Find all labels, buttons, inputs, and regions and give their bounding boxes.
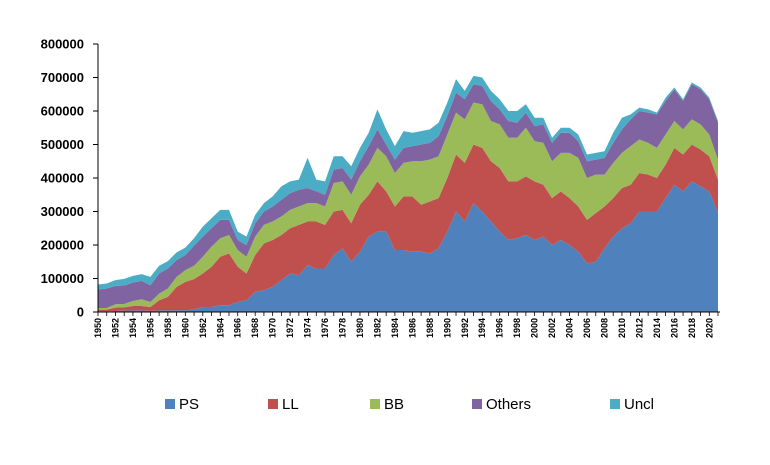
axes-group — [97, 44, 720, 316]
x-tick-label: 1978 — [338, 318, 348, 338]
x-tick-label: 2004 — [565, 318, 575, 338]
y-tick-label: 600000 — [41, 104, 84, 119]
x-tick-labels: 1950 1952 1954 1956 1958 1960 1962 1964 1966 1968… — [93, 318, 714, 338]
legend-item-ll: LL — [268, 396, 299, 413]
legend-item-others: Others — [472, 396, 531, 413]
x-tick-label: 1970 — [268, 318, 278, 338]
x-tick-label: 2008 — [599, 318, 609, 338]
y-tick-labels: 0 100000 200000 300000 400000 500000 600000 700… — [41, 37, 98, 320]
area-bb — [98, 102, 718, 310]
x-tick-label: 2018 — [687, 318, 697, 338]
legend-item-bb: BB — [370, 396, 404, 413]
x-tick-label: 1956 — [145, 318, 155, 338]
legend: PS LL BB Others Uncl — [165, 396, 654, 413]
legend-swatch — [268, 399, 278, 409]
y-tick-label: 300000 — [41, 204, 84, 219]
x-tick-label: 2020 — [704, 318, 714, 338]
legend-label: LL — [282, 396, 299, 413]
legend-swatch — [370, 399, 380, 409]
x-tick-label: 1986 — [407, 318, 417, 338]
legend-swatch — [165, 399, 175, 409]
area-ll — [98, 144, 718, 312]
x-tick-label: 1988 — [425, 318, 435, 338]
legend-label: PS — [179, 396, 199, 413]
x-tick-label: 1950 — [93, 318, 103, 338]
y-tick-label: 700000 — [41, 70, 84, 85]
y-tick-label: 500000 — [41, 137, 84, 152]
x-tick-label: 2016 — [669, 318, 679, 338]
x-tick-label: 2000 — [530, 318, 540, 338]
x-tick-label: 2010 — [617, 318, 627, 338]
x-tick-label: 1962 — [198, 318, 208, 338]
x-tick-label: 1958 — [163, 318, 173, 338]
area-ps — [98, 181, 718, 312]
y-tick-label: 400000 — [41, 171, 84, 186]
x-tick-label: 2014 — [652, 318, 662, 338]
legend-label: BB — [384, 396, 404, 413]
x-tick-label: 2006 — [582, 318, 592, 338]
area-others — [98, 84, 718, 308]
legend-swatch — [472, 399, 482, 409]
y-tick-label: 100000 — [41, 271, 84, 286]
y-tick-label: 0 — [77, 305, 84, 320]
x-tick-label: 1996 — [495, 318, 505, 338]
x-tick-label: 2002 — [547, 318, 557, 338]
legend-item-uncl: Uncl — [610, 396, 654, 413]
x-tick-label: 1954 — [128, 318, 138, 338]
x-tick-label: 1976 — [320, 318, 330, 338]
legend-label: Uncl — [624, 396, 654, 413]
x-tick-label: 1964 — [215, 318, 225, 338]
x-tick-label: 1992 — [460, 318, 470, 338]
y-tick-label: 200000 — [41, 238, 84, 253]
x-tick-label: 1980 — [355, 318, 365, 338]
area-uncl — [98, 75, 718, 290]
legend-label: Others — [486, 396, 531, 413]
x-tick-label: 1968 — [250, 318, 260, 338]
x-tick-label: 1984 — [390, 318, 400, 338]
x-tick-label: 1982 — [372, 318, 382, 338]
legend-swatch — [610, 399, 620, 409]
x-tick-label: 1966 — [233, 318, 243, 338]
area-series-group — [98, 75, 718, 312]
y-tick-label: 800000 — [41, 37, 84, 52]
x-tick-label: 1974 — [303, 318, 313, 338]
x-tick-label: 1972 — [285, 318, 295, 338]
x-tick-label: 1994 — [477, 318, 487, 338]
x-tick-label: 1998 — [512, 318, 522, 338]
x-tick-label: 1990 — [442, 318, 452, 338]
legend-item-ps: PS — [165, 396, 199, 413]
x-tick-label: 2012 — [634, 318, 644, 338]
x-tick-label: 1952 — [110, 318, 120, 338]
x-tick-label: 1960 — [180, 318, 190, 338]
